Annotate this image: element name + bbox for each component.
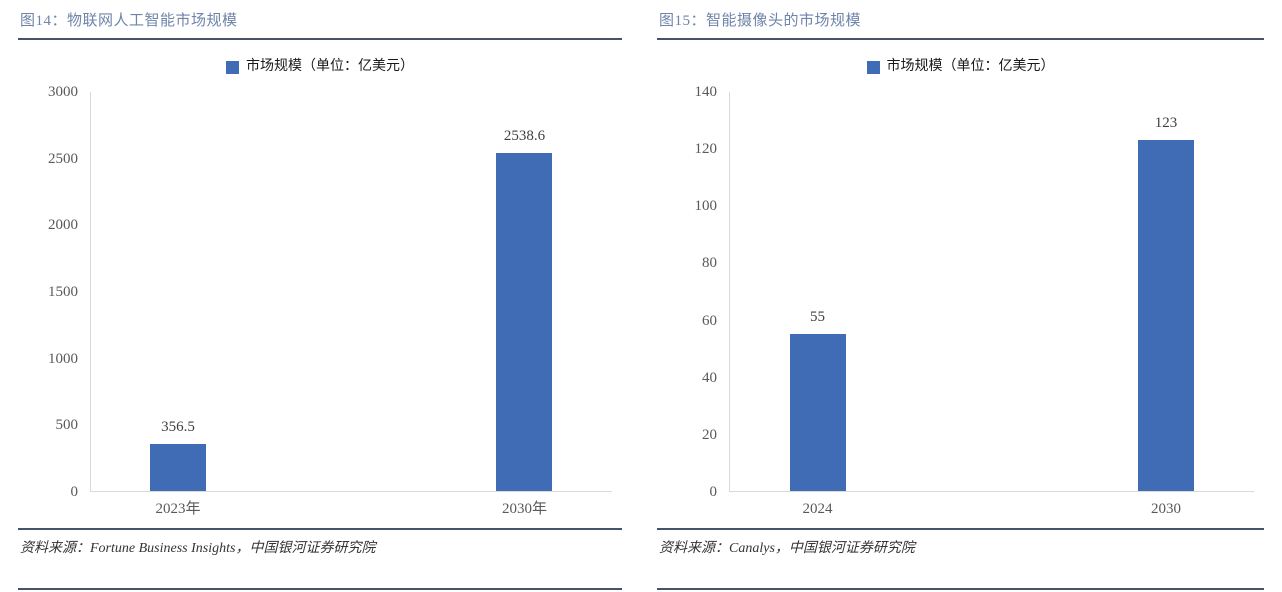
chart-source-divider xyxy=(657,528,1264,530)
source-note: 资料来源：Fortune Business Insights，中国银河证券研究院 xyxy=(20,541,376,556)
bar-chart: 0 20 40 60 80 100 120 140 55 2024 123 2030 xyxy=(657,84,1264,517)
bar-value-label: 2538.6 xyxy=(503,128,546,145)
title-underline xyxy=(657,38,1264,40)
legend-color-swatch xyxy=(866,60,880,74)
chart-legend: 市场规模（单位：亿美元） xyxy=(18,58,622,76)
y-axis-tick-label: 0 xyxy=(70,484,79,500)
bar-value-label: 123 xyxy=(1154,115,1178,132)
bar-value-label: 356.5 xyxy=(161,418,195,435)
y-axis-tick-label: 1000 xyxy=(48,350,78,367)
y-axis: 0 20 40 60 80 100 120 140 xyxy=(657,84,729,500)
y-axis-tick-label: 3000 xyxy=(48,84,78,100)
y-axis-tick-label: 40 xyxy=(702,369,717,386)
legend-label: 市场规模（单位：亿美元） xyxy=(886,59,1055,74)
x-axis-tick-label: 2024 xyxy=(802,501,833,517)
bar-2030 xyxy=(1137,140,1194,491)
chart-source-divider xyxy=(18,528,622,530)
bar-value-label: 55 xyxy=(810,309,825,326)
figure-panel-14: 图14：物联网人工智能市场规模 市场规模（单位：亿美元） 0 500 1000 150… xyxy=(18,0,622,592)
y-axis-tick-label: 500 xyxy=(55,417,79,434)
plot-area: 55 2024 123 2030 xyxy=(729,92,1254,517)
legend-label: 市场规模（单位：亿美元） xyxy=(246,59,414,74)
y-axis-tick-label: 120 xyxy=(694,141,718,158)
legend-color-swatch xyxy=(226,60,239,74)
y-axis-tick-label: 100 xyxy=(694,198,718,215)
y-axis-tick-label: 2500 xyxy=(48,150,78,167)
figure-title: 图15：智能摄像头的市场规模 xyxy=(659,13,862,29)
panel-bottom-rule xyxy=(18,588,622,590)
bar-2030年 xyxy=(496,153,553,491)
y-axis-tick-label: 60 xyxy=(702,312,717,329)
y-axis-tick-label: 140 xyxy=(694,84,718,100)
y-axis-tick-label: 0 xyxy=(709,484,718,500)
plot-area: 356.5 2023年 2538.6 2030年 xyxy=(90,92,612,517)
bar-chart: 0 500 1000 1500 2000 2500 3000 356.5 2023年 2538.… xyxy=(18,84,622,517)
y-axis-tick-label: 80 xyxy=(702,255,717,272)
source-note: 资料来源：Canalys，中国银河证券研究院 xyxy=(659,541,915,556)
y-axis-tick-label: 2000 xyxy=(48,217,78,234)
figure-title: 图14：物联网人工智能市场规模 xyxy=(20,13,238,29)
x-axis-tick-label: 2030 xyxy=(1150,501,1181,517)
x-axis-tick-label: 2023年 xyxy=(155,501,201,517)
y-axis: 0 500 1000 1500 2000 2500 3000 xyxy=(18,84,90,500)
y-axis-tick-label: 20 xyxy=(702,426,717,443)
y-axis-tick-label: 1500 xyxy=(48,284,78,300)
figure-panel-15: 图15：智能摄像头的市场规模 市场规模（单位：亿美元） 0 20 40 60 80 100… xyxy=(657,0,1264,592)
x-axis-tick-label: 2030年 xyxy=(501,501,547,517)
bar-2023年 xyxy=(150,443,206,491)
chart-legend: 市场规模（单位：亿美元） xyxy=(657,58,1264,76)
title-underline xyxy=(18,38,622,40)
panel-bottom-rule xyxy=(657,588,1264,590)
bar-2024 xyxy=(789,334,846,491)
